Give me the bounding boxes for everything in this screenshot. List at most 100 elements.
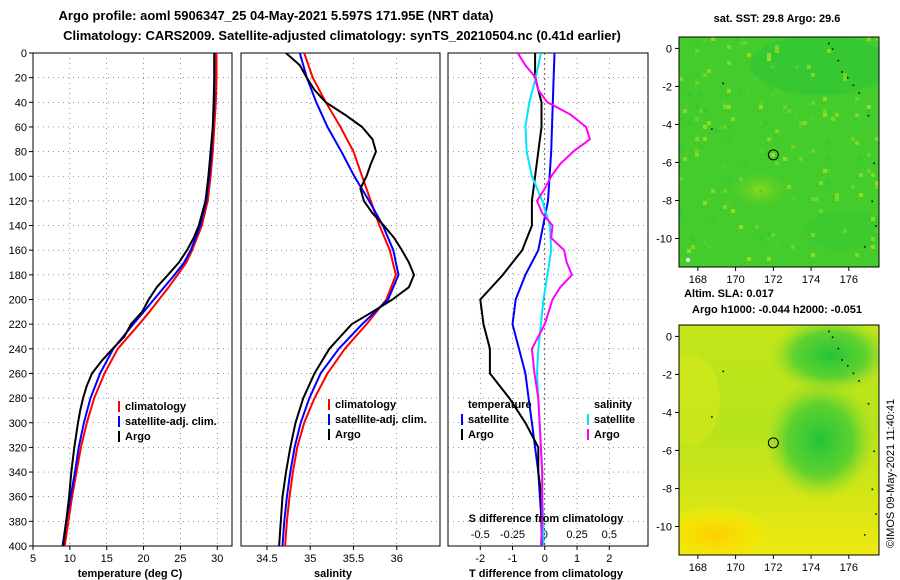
sst-pixel [775,129,779,133]
sst-pixel [739,225,743,229]
profile-location-marker [767,437,779,449]
sst-pixel [679,145,683,149]
legend-label-argo: Argo [125,431,151,443]
depth-tick-labels: 0 20 40 60 80 100 120 140 160 180 200 220 240 260 280 3… [9,48,33,553]
sst-pixel [767,137,771,141]
sst-pixel [703,73,707,77]
sst-pixel [827,181,831,185]
sst-pixel [707,121,711,125]
sst-pixel [807,53,811,57]
imos-watermark: ©IMOS 09-May-2021 11:40:41 [885,399,897,548]
sst-pixel [679,209,683,213]
sst-pixel [771,93,775,97]
island-dot [875,513,877,515]
sst-pixel [867,109,871,113]
depth-tick-label: 140 [9,221,27,233]
lon-tick-label: 168 [689,274,707,286]
salinity-legend: climatology satellite-adj. clim. Argo [328,399,427,441]
depth-tick-label: 180 [9,270,27,282]
sst-pixel [823,169,827,173]
sst-pixel [695,137,699,141]
sst-pixel [867,153,871,157]
sst-pixel [791,197,795,201]
island-dot [871,200,874,203]
sst-pixel [743,161,747,165]
sst-pixel [747,89,751,93]
sst-pixel [775,161,779,165]
sst-pixel [811,117,815,121]
sst-pixel [727,105,731,109]
sst-pixel [731,117,735,121]
sla-map: Altim. SLA: 0.017 Argo h1000: -0.044 h20… [656,288,880,574]
sst-pixel [867,217,871,221]
sst-pixel [859,173,863,177]
sst-pixel [711,37,715,41]
sst-pixel [755,77,759,81]
sst-pixel [811,73,815,77]
sst-pixel [827,49,831,53]
sst-pixel [875,181,879,185]
sst-pixel [771,65,775,69]
island-dot [863,534,866,536]
sst-pixel [799,125,803,129]
sst-pixel [875,137,879,141]
sst-pixel [855,97,859,101]
temperature-xlabel: temperature (deg C) [78,568,183,580]
sst-pixel [707,197,711,201]
sst-pixel [767,57,771,61]
depth-tick-label: 400 [9,541,27,553]
sst-pixel [775,241,779,245]
sst-pixel [735,37,739,41]
sst-pixel [727,125,731,129]
temperature-tick-label: 25 [174,553,186,565]
sst-pixel [871,217,875,221]
sst-pixel [807,65,811,69]
sst-pixel [811,233,815,237]
island-dot [828,42,830,45]
sst-pixel [791,145,795,149]
sst-pixel [727,61,731,65]
sla-lat-tick-labels: 0 -2 -4 -6 -8 -10 [656,331,679,533]
lat-tick-label: -8 [662,483,672,495]
lat-tick-label: -8 [662,195,672,207]
legend-title-salinity: salinity [594,399,633,411]
salinity-tick-label: 35.5 [343,553,364,565]
sst-pixel [719,125,723,129]
sst-pixel [871,237,875,241]
sst-pixel [843,73,847,77]
sla-map-subtitle: Argo h1000: -0.044 h2000: -0.051 [692,304,862,316]
lat-tick-label: 0 [666,331,672,343]
sst-pixel [679,177,683,181]
sst-pixel [811,253,815,257]
lat-tick-label: -6 [662,445,672,457]
sst-lon-tick-labels: 168 170 172 174 176 [689,267,858,286]
salinity-tick-label: 36 [391,553,403,565]
sst-pixel [695,41,699,45]
sla-high-patch [679,355,720,445]
sla-low-patch [765,380,875,500]
lat-tick-label: -2 [662,81,672,93]
legend-label-satellite: satellite-adj. clim. [335,414,427,426]
depth-tick-label: 120 [9,196,27,208]
depth-tick-label: 200 [9,295,27,307]
series-line-climatology [284,53,397,546]
sst-pixel [759,189,763,193]
sst-pixel [759,237,763,241]
lat-tick-label: -6 [662,157,672,169]
sst-pixel [871,173,875,177]
difference-panel: -2 -1 0 1 2 -0.5 -0.25 0 0.25 0.5 S difference f… [447,52,649,580]
lon-tick-label: 174 [802,562,820,574]
legend-label-s-argo: Argo [594,429,620,441]
island-dot [722,370,724,373]
sst-pixel [759,121,763,125]
lon-tick-label: 170 [726,274,744,286]
sst-pixel [703,109,707,113]
sst-pixel [827,141,831,145]
sst-pixel [703,37,707,41]
sst-pixel [747,53,751,57]
sla-low-patch [770,325,879,393]
lon-tick-label: 170 [726,562,744,574]
lat-tick-label: -4 [662,119,672,131]
sst-map: sat. SST: 29.8 Argo: 29.6 168 170 172 174 17… [656,13,880,286]
sst-pixel [691,245,695,249]
